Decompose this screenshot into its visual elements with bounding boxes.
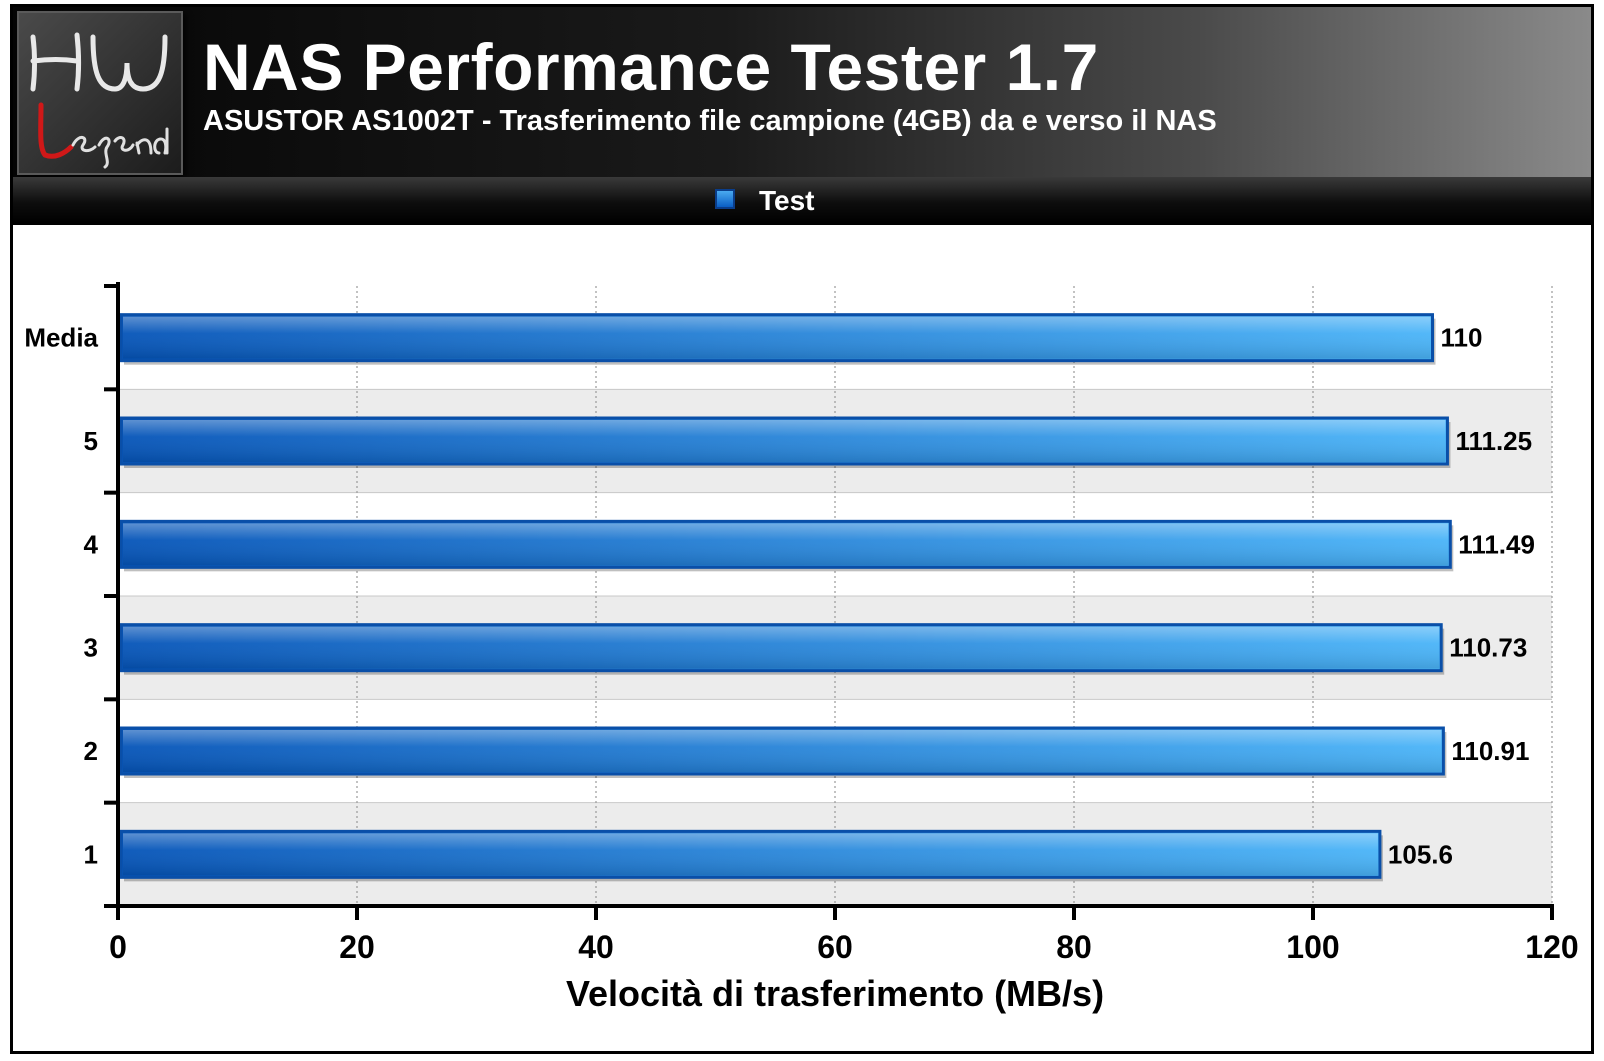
data-label: 111.49 <box>1458 529 1535 559</box>
labels: 110 Media 111.25 5 111.49 4 110.73 3 110.91 2 105.… <box>24 323 1578 965</box>
category-label: 2 <box>84 736 98 766</box>
bar-shine <box>123 420 1446 462</box>
category-label: 1 <box>84 839 98 869</box>
legend: Test <box>13 177 1591 225</box>
bars <box>119 313 1454 882</box>
legend-label: Test <box>759 185 815 216</box>
category-label: 3 <box>84 633 98 663</box>
category-label: Media <box>24 323 98 353</box>
x-tick-label: 40 <box>578 929 614 965</box>
chart-header: NAS Performance Tester 1.7 ASUSTOR AS100… <box>13 7 1591 180</box>
x-tick-label: 100 <box>1286 929 1339 965</box>
x-tick-label: 120 <box>1525 929 1578 965</box>
gridlines <box>118 286 1553 906</box>
data-label: 110.91 <box>1451 736 1529 766</box>
bar-shine <box>123 316 1431 359</box>
bar-shine <box>123 523 1449 566</box>
x-tick-label: 0 <box>109 929 127 965</box>
x-tick-label: 60 <box>817 929 853 965</box>
axes <box>104 282 1554 920</box>
x-tick-label: 80 <box>1056 929 1092 965</box>
x-tick-label: 20 <box>339 929 375 965</box>
bar-shine <box>123 626 1440 669</box>
data-label: 110.73 <box>1449 633 1527 663</box>
data-label: 111.25 <box>1455 426 1532 456</box>
chart-subtitle: ASUSTOR AS1002T - Trasferimento file cam… <box>203 105 1217 137</box>
data-label: 105.6 <box>1388 839 1453 869</box>
x-axis-title: Velocità di trasferimento (MB/s) <box>566 973 1104 1014</box>
hwlegend-logo <box>17 11 183 175</box>
logo-graphic <box>30 32 169 169</box>
bar-shine <box>123 730 1442 772</box>
category-label: 5 <box>84 426 98 456</box>
bar-shine <box>123 833 1378 876</box>
data-label: 110 <box>1441 323 1483 353</box>
category-label: 4 <box>84 529 99 559</box>
legend-swatch <box>715 189 735 209</box>
chart-title: NAS Performance Tester 1.7 <box>203 30 1099 104</box>
